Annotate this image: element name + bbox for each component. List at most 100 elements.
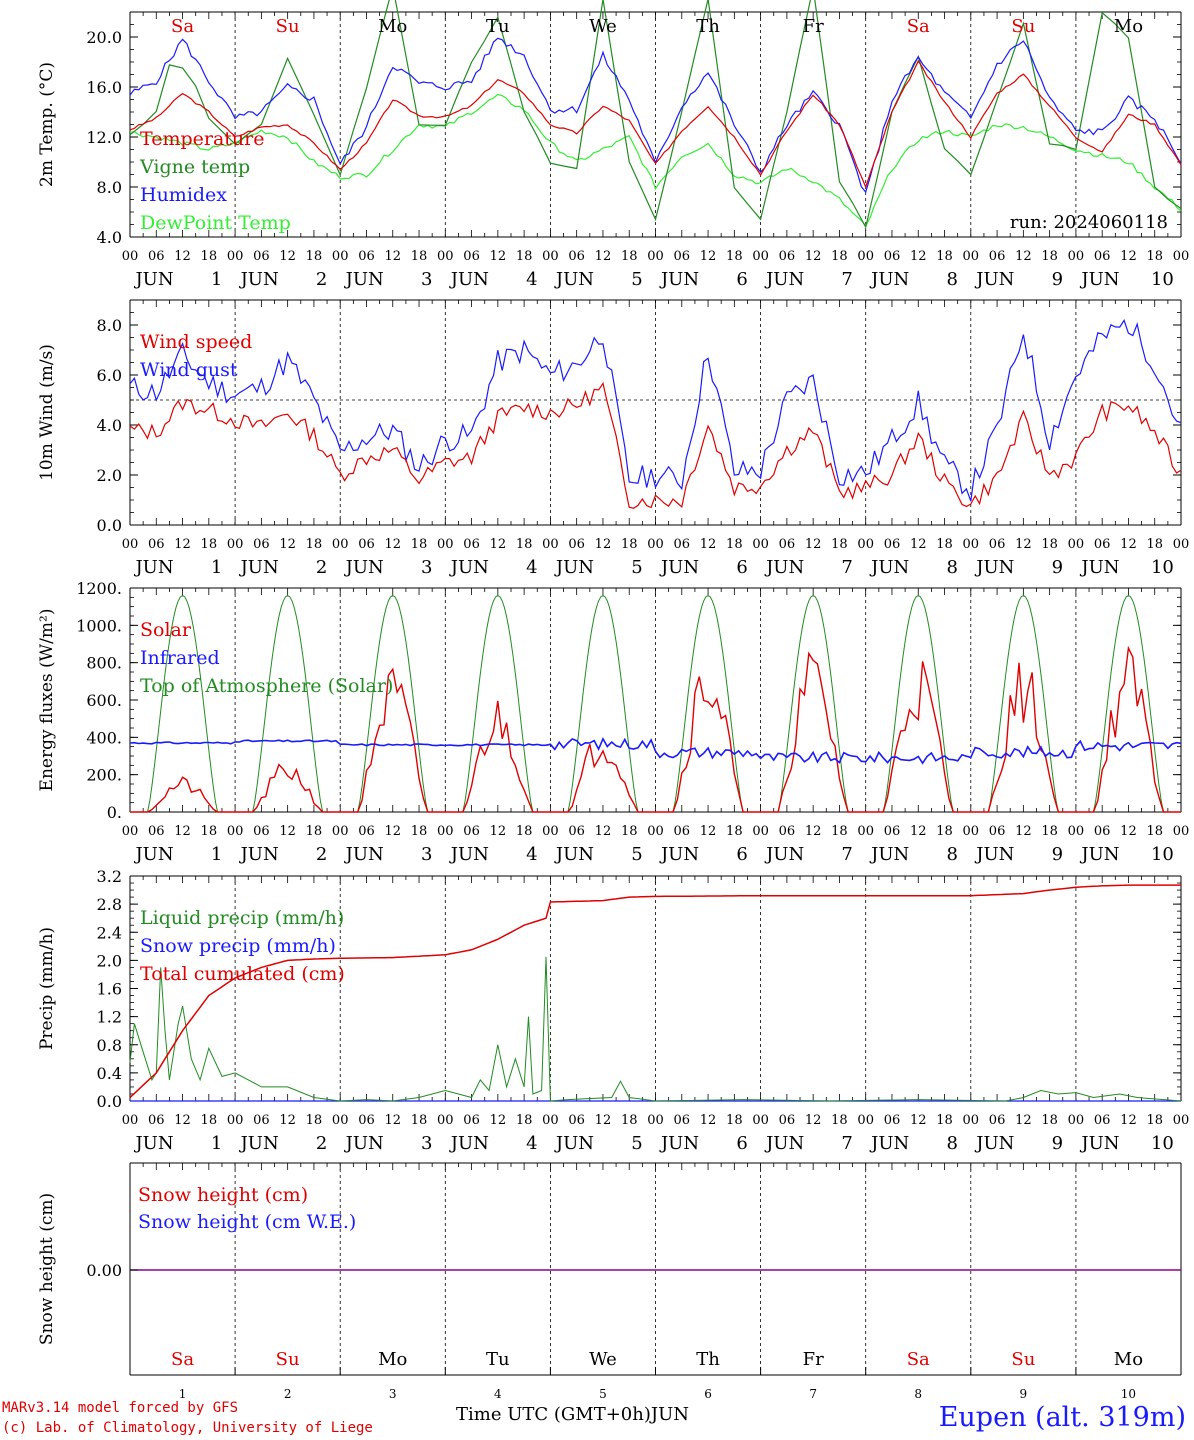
model-credit: MARv3.14 model forced by GFS [2,1400,239,1416]
x-tick-label: 00 [122,1113,139,1128]
x-tick-label: 18 [1146,249,1163,264]
month-label: JUN [133,1133,173,1154]
day-label: 9 [1020,1387,1028,1401]
x-tick-label: 06 [1094,824,1111,839]
x-tick-label: 00 [1068,537,1085,552]
x-tick-label: 12 [805,824,822,839]
month-label: JUN [344,1133,384,1154]
station-label: Eupen (alt. 319m) [938,1402,1186,1433]
x-tick-label: 00 [857,1113,874,1128]
weekday-label: Tu [486,16,510,37]
x-tick-label: 12 [1015,824,1032,839]
weekday-label: Su [276,16,300,37]
month-label: JUN [344,844,384,865]
month-label: JUN [554,1133,594,1154]
x-tick-label: 00 [332,1113,349,1128]
day-label: 10 [1151,1133,1174,1154]
x-tick-label: 00 [647,1113,664,1128]
x-tick-label: 06 [148,249,165,264]
month-label: JUN [869,269,909,290]
month-label: JUN [659,269,699,290]
y-axis-label: Precip (mm/h) [37,927,57,1050]
day-label: 3 [389,1387,397,1401]
x-tick-label: 00 [752,824,769,839]
month-label: JUN [1079,844,1119,865]
x-tick-label: 06 [1094,537,1111,552]
x-tick-label: 00 [227,249,244,264]
day-label: 7 [841,269,852,290]
x-tick-label: 18 [726,537,743,552]
x-tick-label: 06 [779,1113,796,1128]
x-tick-label: 00 [963,249,980,264]
x-tick-label: 18 [726,249,743,264]
x-tick-label: 12 [700,537,717,552]
weekday-label: Mo [1114,1349,1143,1370]
x-tick-label: 12 [1015,249,1032,264]
month-label: JUN [239,1133,279,1154]
day-label: 9 [1052,844,1063,865]
y-tick-label: 4.0 [97,416,122,435]
x-tick-label: 06 [989,537,1006,552]
x-axis-title: Time UTC (GMT+0h) [456,1404,651,1425]
x-tick-label: 00 [963,824,980,839]
y-tick-label: 0.4 [97,1064,122,1083]
x-tick-label: 12 [1120,537,1137,552]
x-tick-label: 12 [1015,537,1032,552]
day-label: 3 [421,844,432,865]
x-tick-label: 00 [122,249,139,264]
day-label: 8 [947,1133,958,1154]
legend-entry: Snow height (cm W.E.) [138,1211,356,1233]
legend-entry: Liquid precip (mm/h) [140,907,344,929]
x-tick-label: 00 [752,1113,769,1128]
month-label: JUN [344,269,384,290]
y-tick-label: 8.0 [97,178,122,197]
y-tick-label: 20.0 [86,28,122,47]
x-tick-label: 12 [279,249,296,264]
month-label: JUN [764,557,804,578]
series-wind-speed [129,381,1182,509]
y-tick-label: 1.2 [97,1008,122,1027]
run-annotation: run: 2024060118 [1010,212,1168,233]
x-tick-label: 12 [490,537,507,552]
x-tick-label: 00 [1068,249,1085,264]
month-label: JUN [133,557,173,578]
x-tick-label: 06 [779,824,796,839]
x-tick-label: 00 [647,249,664,264]
month-label: JUN [764,844,804,865]
x-tick-label: 06 [989,824,1006,839]
day-label: 3 [421,1133,432,1154]
x-tick-label: 12 [805,249,822,264]
month-label: JUN [659,844,699,865]
y-axis-label: Energy fluxes (W/m²) [37,609,57,792]
y-tick-label: 6.0 [97,366,122,385]
series-vigne-temp [129,0,1182,229]
day-label: 8 [914,1387,922,1401]
x-tick-label: 06 [253,249,270,264]
weekday-label: Fr [803,1349,824,1370]
x-tick-label: 00 [542,1113,559,1128]
series-total-cumulated [129,884,1181,1099]
day-label: 2 [316,1133,327,1154]
x-tick-label: 12 [279,537,296,552]
x-tick-label: 18 [306,824,323,839]
x-tick-label: 12 [1120,1113,1137,1128]
x-tick-label: 00 [752,249,769,264]
x-tick-label: 18 [201,249,218,264]
x-tick-label: 00 [542,824,559,839]
x-tick-label: 06 [463,824,480,839]
day-label: 1 [211,844,222,865]
x-tick-label: 18 [411,537,428,552]
x-tick-label: 00 [963,1113,980,1128]
month-label: JUN [974,844,1014,865]
y-tick-label: 400. [86,728,122,747]
x-tick-label: 18 [1041,249,1058,264]
x-tick-label: 06 [884,824,901,839]
y-tick-label: 2.8 [97,895,122,914]
y-tick-label: 2.0 [97,951,122,970]
weekday-label: Tu [486,1349,510,1370]
x-axis-month: JUN [650,1404,690,1425]
day-label: 2 [316,269,327,290]
x-tick-label: 00 [647,824,664,839]
y-tick-label: 0.00 [86,1261,122,1280]
day-label: 10 [1151,844,1174,865]
